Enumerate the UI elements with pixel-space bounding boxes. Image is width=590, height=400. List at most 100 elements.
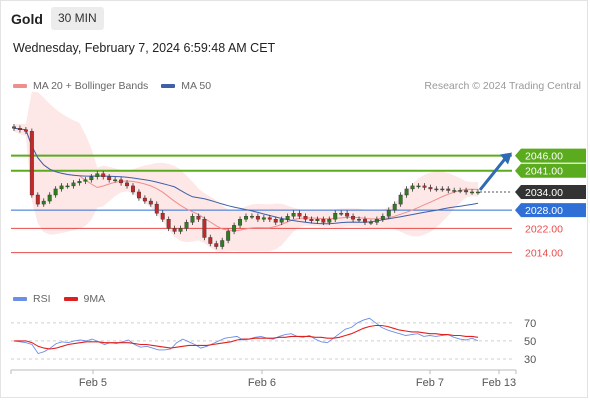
candle [202,216,207,241]
x-axis: Feb 5 Feb 6 Feb 7 Feb 13 [10,369,517,389]
legend-bollinger-swatch [13,84,27,88]
legend-ma50-label: MA 50 [181,80,212,92]
candle [125,180,129,189]
candle-body [339,212,344,215]
candle [190,213,195,226]
legend-rsi: RSI [13,293,51,305]
candle [65,183,70,189]
legend-ma50: MA 50 [161,80,211,92]
candle [333,210,338,222]
candle [428,184,433,192]
candle [386,207,391,219]
candle-body [452,190,457,192]
candle [196,213,201,222]
level-tag-bg [515,163,586,178]
level-label-2041.00: 2041.00 [515,163,586,178]
timestamp: Wednesday, February 7, 2024 6:59:48 AM C… [13,41,276,55]
candle [368,219,373,226]
candle [285,213,290,222]
bollinger-band-area [14,91,478,252]
candle [166,216,171,232]
candle-body [368,222,373,224]
candle [41,198,46,207]
legend-9ma: 9MA [63,293,105,305]
candle [357,216,361,222]
candle-body [202,219,207,238]
level-label-2034.00: 2034.00 [515,184,586,199]
candle [327,216,332,226]
candle-body [416,185,421,188]
candle-body [297,212,302,217]
forecast-arrow-line [478,156,508,191]
candle-body [119,179,124,184]
candle-body [125,182,129,187]
candle [59,183,64,192]
rsi-tick-label: 70 [524,318,536,330]
level-value-text: 2041.00 [525,166,563,178]
candle [267,215,272,222]
candle-body [136,191,141,199]
candle-body [404,188,409,196]
candle-body [238,219,243,226]
candle [464,187,469,195]
candle [392,201,397,213]
symbol-title: Gold [11,11,43,27]
candle [154,201,159,216]
candle [255,213,260,222]
candle-body [89,176,94,181]
candle-body [345,212,350,217]
candle [53,186,58,198]
level-value-text: 2014.00 [525,248,563,260]
candle [47,192,52,204]
research-credit: Research © 2024 Trading Central [424,80,581,92]
candle [309,216,314,224]
level-value-text: 2022.00 [525,223,563,235]
candle-body [327,219,332,223]
legend-rsi-swatch [13,297,27,301]
candle-body [398,194,403,205]
candle-body [273,219,278,223]
x-tick-label: Feb 5 [79,377,107,389]
candle-body [12,126,16,129]
candle-body [148,200,153,205]
candle-body [255,216,260,220]
candle-body [142,197,147,202]
candle-body [65,185,70,188]
candle [220,237,225,250]
candle-body [101,173,106,177]
candle-body [154,203,159,214]
candle-body [59,185,64,190]
candle-body [47,194,52,202]
candle-body [244,216,248,220]
candle [291,210,296,219]
legend-rsi-label: RSI [33,293,51,305]
candle [29,128,34,198]
candle [131,183,135,195]
candle [249,213,254,219]
candle [345,210,350,219]
level-tag-bg [515,203,586,218]
candle-body [214,243,219,247]
candle [95,171,100,180]
candle-body [422,185,427,188]
candle-body [321,219,326,223]
candle-body [29,131,34,196]
rsi-legend: RSI 9MA [13,293,118,305]
candle-body [392,203,397,211]
candle-body [363,219,367,223]
level-value-text: 2034.00 [525,187,563,199]
candle [434,186,439,192]
candles [12,124,480,250]
candle-body [190,216,195,223]
candle [71,180,76,189]
candle [77,178,82,186]
candle [35,192,40,207]
candle [374,216,379,226]
candle [410,183,415,192]
interval-badge[interactable]: 30 MIN [51,7,104,30]
candle-body [17,128,22,130]
level-label-2028.00: 2028.00 [515,203,586,218]
level-lines [11,154,512,254]
forecast-arrow-head [500,152,512,165]
